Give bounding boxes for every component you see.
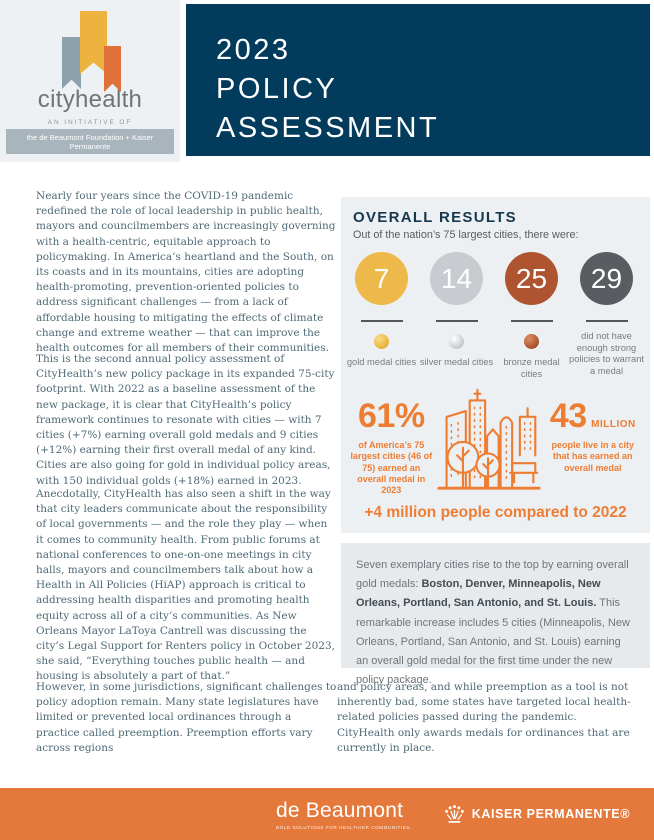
footer-bar: de Beaumont BOLD SOLUTIONS FOR HEALTHIER…	[0, 788, 654, 840]
stat-43-caption: people live in a city that has earned an…	[551, 440, 635, 473]
silver-medal-column: 14 silver medal cities	[419, 252, 494, 380]
kaiser-permanente-logo: KAISER PERMANENTE®	[444, 804, 630, 824]
stat-61-value: 61%	[358, 397, 425, 435]
gold-count: 7	[373, 262, 390, 294]
initiative-badge: the de Beaumont Foundation + Kaiser Perm…	[6, 129, 174, 154]
results-heading: OVERALL RESULTS	[353, 209, 517, 226]
medal-summary-row: 7 gold medal cities 14 silver medal citi…	[341, 252, 650, 380]
logo-ribbon-gray-icon	[62, 37, 81, 89]
gold-medal-label: gold medal cities	[346, 357, 417, 367]
gold-cities-highlight-box: Seven exemplary cities rise to the top b…	[341, 543, 650, 686]
highlight-cities: Boston, Denver, Minneapolis, New Orleans…	[356, 578, 601, 610]
no-medal-column: 29 did not have enough strong policies t…	[569, 252, 644, 380]
population-stats-row: 61% of America’s 75 largest cities (46 o…	[341, 384, 650, 496]
divider	[360, 320, 403, 322]
comparison-callout: +4 million people compared to 2022	[364, 504, 627, 522]
highlight-rest: This remarkable increase includes 5 citi…	[356, 597, 630, 687]
stat-61-caption: of America’s 75 largest cities (46 of 75…	[350, 440, 433, 496]
divider	[435, 320, 478, 322]
city-illustration	[437, 388, 541, 490]
logo-panel: cityhealth AN INITIATIVE OF the de Beaum…	[0, 0, 180, 162]
paragraph-assessment: This is the second annual policy assessm…	[36, 353, 335, 487]
gold-count-circle: 7	[355, 252, 408, 305]
paragraph-preemption-left: However, in some jurisdictions, signific…	[36, 681, 337, 754]
kaiser-permanente-icon	[444, 805, 464, 823]
stat-43-value: 43	[549, 397, 587, 435]
bronze-medal-column: 25 bronze medal cities	[494, 252, 569, 380]
paragraph-intro: Nearly four years since the COVID-19 pan…	[36, 190, 336, 355]
results-subheading: Out of the nation’s 75 largest cities, t…	[353, 229, 579, 241]
bronze-count: 25	[515, 262, 548, 294]
overall-results-panel: OVERALL RESULTS Out of the nation’s 75 l…	[341, 197, 650, 533]
silver-count: 14	[440, 262, 473, 294]
silver-medal-label: silver medal cities	[419, 357, 494, 367]
bronze-medal-icon	[524, 334, 539, 349]
brand-name: cityhealth	[37, 86, 143, 113]
title-line-assessment: ASSESSMENT	[216, 112, 440, 144]
paragraph-preemption-right: and policy areas, and while preemption a…	[337, 681, 631, 754]
divider	[585, 320, 628, 322]
no-medal-count-circle: 29	[580, 252, 633, 305]
title-line-year: 2023	[216, 34, 291, 66]
initiative-label: AN INITIATIVE OF	[47, 119, 133, 126]
gold-medal-icon	[374, 334, 389, 349]
bronze-count-circle: 25	[505, 252, 558, 305]
no-medal-count: 29	[590, 262, 623, 294]
paragraph-anecdote: Anecdotally, CityHealth has also seen a …	[36, 488, 335, 683]
debeaumont-name: de Beaumont	[275, 798, 404, 822]
stat-43-million: 43 MILLION people live in a city that ha…	[543, 397, 643, 474]
bronze-medal-label: bronze medal cities	[503, 357, 560, 379]
debeaumont-tagline: BOLD SOLUTIONS FOR HEALTHIER COMMUNITIES…	[275, 824, 412, 830]
title-line-policy: POLICY	[216, 73, 338, 105]
gold-medal-column: 7 gold medal cities	[344, 252, 419, 380]
silver-medal-icon	[449, 334, 464, 349]
highlight-lead: Seven exemplary cities rise to the top b…	[356, 559, 629, 591]
silver-count-circle: 14	[430, 252, 483, 305]
debeaumont-logo: de Beaumont BOLD SOLUTIONS FOR HEALTHIER…	[276, 799, 412, 830]
logo-ribbon-yellow-icon	[80, 11, 107, 74]
divider	[510, 320, 553, 322]
kaiser-permanente-name: KAISER PERMANENTE®	[471, 807, 630, 821]
stat-61-percent: 61% of America’s 75 largest cities (46 o…	[348, 397, 435, 496]
logo-ribbon-orange-icon	[104, 46, 121, 92]
no-medal-label: did not have enough strong policies to w…	[569, 331, 644, 376]
stat-43-unit: MILLION	[591, 419, 636, 430]
title-block: 2023 POLICY ASSESSMENT	[186, 4, 650, 156]
